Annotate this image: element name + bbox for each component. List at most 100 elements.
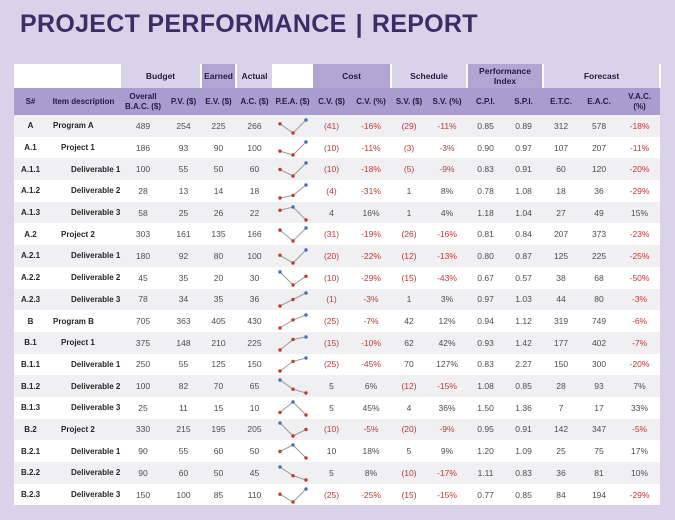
cell-a.2.1-ac[interactable]: 100: [236, 245, 273, 267]
cell-a-ev[interactable]: 225: [201, 115, 236, 137]
cell-a.1-cv_pct[interactable]: -11%: [351, 136, 392, 159]
cell-a.2-pv[interactable]: 161: [166, 223, 201, 246]
cell-b.1.2-spi[interactable]: 0.85: [504, 375, 544, 397]
cell-a.1.3-ac[interactable]: 22: [236, 201, 273, 224]
cell-b-sn[interactable]: B: [14, 310, 47, 332]
cell-a.1.2-ev[interactable]: 14: [201, 180, 236, 202]
cell-b.1.2-vac_pct[interactable]: 7%: [619, 375, 661, 397]
cell-b.2-desc[interactable]: Project 2: [47, 418, 120, 441]
cell-a.2.2-cpi[interactable]: 0.67: [467, 266, 505, 289]
cell-b.1.3-ev[interactable]: 15: [201, 396, 236, 419]
cell-b-sv[interactable]: 42: [391, 310, 428, 332]
cell-b.2.3-cpi[interactable]: 0.77: [467, 483, 505, 506]
cell-a.2.1-cv[interactable]: (20): [312, 245, 351, 267]
cell-a.2-pea[interactable]: [273, 223, 312, 246]
cell-b.2.2-desc[interactable]: Deliverable 2: [47, 462, 120, 484]
cell-b.1.1-pea[interactable]: [273, 353, 312, 376]
cell-a.1.3-desc[interactable]: Deliverable 3: [47, 201, 120, 224]
cell-a.2-spi[interactable]: 0.84: [504, 223, 544, 246]
cell-a.2.1-eac[interactable]: 225: [579, 245, 620, 267]
cell-b.1.2-sv[interactable]: (12): [391, 375, 428, 397]
cell-b.1-spi[interactable]: 1.42: [504, 331, 544, 354]
cell-b-ev[interactable]: 405: [201, 310, 236, 332]
cell-b.1-cpi[interactable]: 0.93: [467, 331, 505, 354]
cell-b.1.2-cv_pct[interactable]: 6%: [351, 375, 392, 397]
cell-a-cv_pct[interactable]: -16%: [351, 115, 392, 137]
cell-b.2-cv_pct[interactable]: -5%: [351, 418, 392, 441]
cell-a.2.1-sv[interactable]: (12): [391, 245, 428, 267]
cell-b.1.1-spi[interactable]: 2.27: [504, 353, 544, 376]
cell-b.2.2-bac[interactable]: 90: [120, 462, 166, 484]
cell-a.1-eac[interactable]: 207: [579, 136, 620, 159]
cell-b-vac_pct[interactable]: -6%: [619, 310, 661, 332]
cell-b.1.2-desc[interactable]: Deliverable 2: [47, 375, 120, 397]
cell-b-spi[interactable]: 1.12: [504, 310, 544, 332]
col-header-sn[interactable]: S#: [14, 88, 47, 115]
cell-b.1.2-ev[interactable]: 70: [201, 375, 236, 397]
cell-a.1-sv[interactable]: (3): [391, 136, 428, 159]
cell-a.1.2-pea[interactable]: [273, 180, 312, 202]
cell-b.2.3-vac_pct[interactable]: -29%: [619, 483, 661, 506]
cell-b.2.3-cv_pct[interactable]: -25%: [351, 483, 392, 506]
cell-a.2.2-eac[interactable]: 68: [579, 266, 620, 289]
cell-a.1.3-sv_pct[interactable]: 4%: [427, 201, 468, 224]
cell-a.2.3-cv_pct[interactable]: -3%: [351, 288, 392, 311]
cell-b.1.3-ac[interactable]: 10: [236, 396, 273, 419]
cell-b.1.3-desc[interactable]: Deliverable 3: [47, 396, 120, 419]
cell-b.2.2-cpi[interactable]: 1.11: [467, 462, 505, 484]
cell-b.1.3-cpi[interactable]: 1.50: [467, 396, 505, 419]
cell-a-eac[interactable]: 578: [579, 115, 620, 137]
cell-a.1.2-sv_pct[interactable]: 8%: [427, 180, 468, 202]
cell-a.2.2-sn[interactable]: A.2.2: [14, 266, 47, 289]
cell-a-sv_pct[interactable]: -11%: [427, 115, 468, 137]
cell-b.2.2-pea[interactable]: [273, 462, 312, 484]
cell-b.1.1-etc[interactable]: 150: [543, 353, 580, 376]
cell-b.2-spi[interactable]: 0.91: [504, 418, 544, 441]
cell-b.1.1-cv[interactable]: (25): [312, 353, 351, 376]
cell-b.1.1-cv_pct[interactable]: -45%: [351, 353, 392, 376]
cell-b.2.1-sn[interactable]: B.2.1: [14, 440, 47, 462]
cell-b.1.2-pv[interactable]: 82: [166, 375, 201, 397]
cell-b.2.2-cv_pct[interactable]: 8%: [351, 462, 392, 484]
cell-a.1-pv[interactable]: 93: [166, 136, 201, 159]
col-header-sv[interactable]: S.V. ($): [391, 88, 428, 115]
cell-b.2.3-sn[interactable]: B.2.3: [14, 483, 47, 506]
cell-a.2.2-spi[interactable]: 0.57: [504, 266, 544, 289]
cell-b.2.1-sv_pct[interactable]: 9%: [427, 440, 468, 462]
cell-a.2.2-cv_pct[interactable]: -29%: [351, 266, 392, 289]
cell-b.2.2-sn[interactable]: B.2.2: [14, 462, 47, 484]
cell-b.1.1-desc[interactable]: Deliverable 1: [47, 353, 120, 376]
cell-a.2.2-sv_pct[interactable]: -43%: [427, 266, 468, 289]
cell-a.2-ac[interactable]: 166: [236, 223, 273, 246]
cell-a.1.3-vac_pct[interactable]: 15%: [619, 201, 661, 224]
cell-b.2.1-sv[interactable]: 5: [391, 440, 428, 462]
cell-a.1.1-cv[interactable]: (10): [312, 158, 351, 181]
cell-b.1.2-ac[interactable]: 65: [236, 375, 273, 397]
group-header-forecast[interactable]: Forecast: [542, 64, 662, 88]
cell-a.2.3-ev[interactable]: 35: [201, 288, 236, 311]
cell-a.1.2-eac[interactable]: 36: [579, 180, 620, 202]
cell-a.1.3-cpi[interactable]: 1.18: [467, 201, 505, 224]
cell-a-pea[interactable]: [273, 115, 312, 137]
cell-b.1.3-sv[interactable]: 4: [391, 396, 428, 419]
cell-a.1-etc[interactable]: 107: [543, 136, 580, 159]
cell-a.1.2-ac[interactable]: 18: [236, 180, 273, 202]
cell-a.2.2-bac[interactable]: 45: [120, 266, 166, 289]
cell-b.2-sv_pct[interactable]: -9%: [427, 418, 468, 441]
cell-a.1.2-cv_pct[interactable]: -31%: [351, 180, 392, 202]
cell-b-cv[interactable]: (25): [312, 310, 351, 332]
cell-a.1.1-spi[interactable]: 0.91: [504, 158, 544, 181]
cell-b.1-bac[interactable]: 375: [120, 331, 166, 354]
cell-a.2.1-sn[interactable]: A.2.1: [14, 245, 47, 267]
cell-b.1.1-sn[interactable]: B.1.1: [14, 353, 47, 376]
cell-b-bac[interactable]: 705: [120, 310, 166, 332]
cell-a.1-spi[interactable]: 0.97: [504, 136, 544, 159]
cell-b.2.3-pea[interactable]: [273, 483, 312, 506]
cell-b.2.1-bac[interactable]: 90: [120, 440, 166, 462]
cell-a.2.3-vac_pct[interactable]: -3%: [619, 288, 661, 311]
col-header-sv_pct[interactable]: S.V. (%): [427, 88, 468, 115]
cell-b.2.1-cv_pct[interactable]: 18%: [351, 440, 392, 462]
cell-a.2.2-sv[interactable]: (15): [391, 266, 428, 289]
cell-a.1.2-etc[interactable]: 18: [543, 180, 580, 202]
cell-a.2-vac_pct[interactable]: -23%: [619, 223, 661, 246]
